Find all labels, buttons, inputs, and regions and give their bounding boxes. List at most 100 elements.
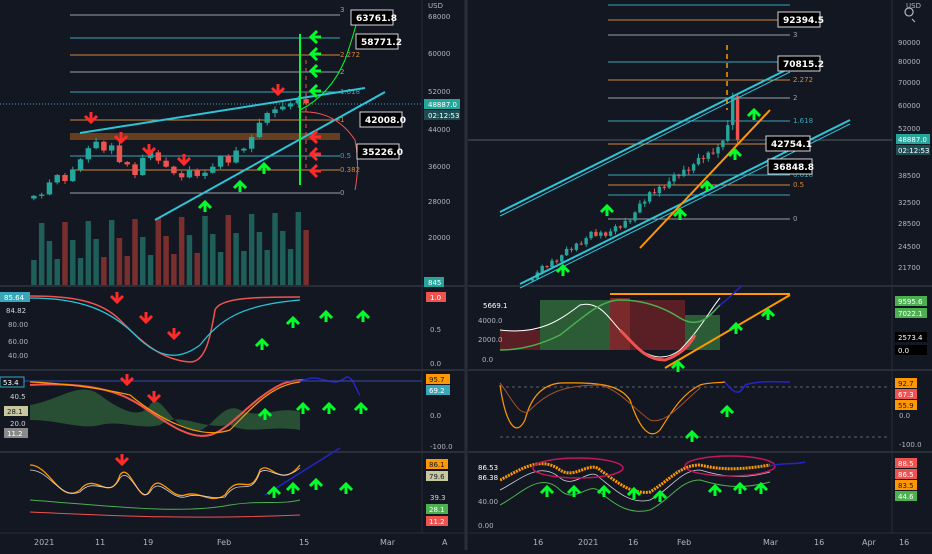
candle-body bbox=[647, 192, 652, 202]
right-osc2-label: 92.7 bbox=[898, 380, 914, 388]
arrow-up-icon bbox=[257, 407, 273, 420]
candle-body bbox=[178, 173, 185, 178]
candle-body bbox=[140, 157, 146, 176]
candle-body bbox=[608, 231, 613, 236]
right-osc1-badge bbox=[895, 308, 927, 318]
candle-body bbox=[46, 182, 53, 195]
right-osc2-tick: -100.0 bbox=[899, 441, 922, 449]
search-icon[interactable] bbox=[904, 7, 916, 23]
volume-bar bbox=[280, 231, 286, 285]
arrow-up-icon bbox=[285, 315, 301, 328]
right-osc1-line bbox=[719, 285, 743, 306]
right-price-tick: 21700 bbox=[898, 264, 920, 272]
left-osc2-tick: 0.0 bbox=[430, 412, 441, 420]
arrow-up-icon bbox=[760, 307, 776, 320]
candle-body bbox=[186, 169, 193, 178]
left-fib-label: 2.272 bbox=[340, 51, 360, 59]
right-osc1-area bbox=[610, 298, 630, 350]
right-osc1-line bbox=[499, 299, 721, 351]
arrow-up-icon bbox=[672, 207, 688, 220]
left-fib-label: 0 bbox=[340, 189, 344, 197]
left-oscillator-1: 85.64 84.82 1.0 80.00 60.00 40.00 0.5 0.… bbox=[0, 292, 446, 368]
arrow-up-icon bbox=[353, 401, 369, 414]
volume-bar bbox=[194, 253, 200, 285]
candle-body bbox=[540, 266, 544, 273]
candle-body bbox=[272, 109, 278, 114]
right-osc1-tick: 0.0 bbox=[482, 356, 493, 364]
right-time-label: Apr bbox=[862, 538, 877, 547]
candle-body bbox=[716, 147, 720, 154]
left-osc2-badge bbox=[4, 428, 28, 438]
candle-body bbox=[233, 150, 239, 163]
right-osc3-line bbox=[499, 469, 771, 502]
left-callout: 58771.2 bbox=[361, 38, 402, 48]
volume-bar bbox=[217, 252, 224, 285]
left-fib-zone bbox=[70, 133, 340, 140]
right-osc2-label: 55.9 bbox=[898, 402, 914, 410]
candle-body bbox=[667, 181, 671, 188]
volume-bar bbox=[46, 241, 53, 285]
left-osc3-label: 79.6 bbox=[429, 473, 445, 481]
right-osc3-line bbox=[499, 462, 771, 494]
right-time-axis[interactable]: 16 2021 16 Feb Mar 16 Apr 16 bbox=[533, 538, 909, 547]
arrow-down-icon bbox=[141, 144, 157, 157]
left-callout-box bbox=[350, 9, 394, 26]
volume-bar bbox=[147, 255, 154, 285]
candle-body bbox=[194, 169, 200, 176]
candle-body bbox=[85, 148, 92, 160]
candle-body bbox=[108, 145, 115, 151]
right-fib-label: 1.618 bbox=[793, 117, 813, 125]
right-signal-arrows bbox=[555, 107, 762, 276]
volume-bar bbox=[303, 230, 309, 285]
right-price-tick: 90000 bbox=[898, 39, 920, 47]
candle-body bbox=[687, 169, 691, 171]
right-osc3-line bbox=[499, 479, 771, 512]
right-osc3-line bbox=[769, 461, 806, 467]
arrow-up-icon bbox=[338, 481, 354, 494]
candle-body bbox=[682, 169, 686, 176]
volume-bar bbox=[186, 235, 193, 285]
right-osc1-badge bbox=[470, 300, 504, 310]
volume-bar bbox=[108, 220, 115, 285]
right-time-label: Mar bbox=[763, 538, 779, 547]
right-osc3-ellipse bbox=[684, 455, 776, 477]
left-callout-box bbox=[356, 143, 400, 160]
candle-body bbox=[657, 186, 662, 194]
left-osc1-label: 1.0 bbox=[430, 294, 441, 302]
volume-bar bbox=[62, 222, 68, 285]
left-panel-bg bbox=[0, 0, 466, 550]
right-osc3-badge bbox=[470, 462, 500, 472]
volume-bar bbox=[38, 223, 45, 285]
right-price-axis[interactable]: USD 90000 80000 70000 60000 52000 44000 … bbox=[896, 2, 930, 272]
left-osc1-tick: 80.00 bbox=[8, 321, 28, 329]
left-time-axis[interactable]: 2021 11 19 Feb 15 Mar A bbox=[34, 538, 448, 547]
candle-body bbox=[564, 248, 569, 256]
arrow-up-icon bbox=[566, 484, 582, 497]
right-osc3-tick: 0.00 bbox=[478, 522, 494, 530]
left-osc2-label: 53.4 bbox=[3, 379, 19, 387]
left-osc3-line bbox=[29, 511, 301, 518]
volume-bar bbox=[70, 240, 76, 285]
left-callout: 63761.8 bbox=[356, 14, 397, 24]
arrow-down-icon bbox=[119, 374, 135, 387]
volume-bar bbox=[287, 249, 294, 285]
volume-bar bbox=[264, 250, 270, 285]
arrow-left-icon bbox=[308, 163, 321, 179]
candle-body bbox=[70, 169, 76, 182]
right-osc1-line bbox=[618, 328, 697, 362]
right-osc2-badge bbox=[895, 389, 917, 399]
right-osc2-badge bbox=[895, 400, 917, 410]
right-callout-box bbox=[777, 55, 821, 72]
left-channel-lower bbox=[154, 91, 386, 221]
right-osc3-badge bbox=[895, 469, 917, 479]
left-time-label: 11 bbox=[95, 538, 105, 547]
right-oscillator-1: 5669.1 4000.0 2000.0 0.0 9595.6 7022.1 2… bbox=[470, 285, 927, 372]
left-price-axis[interactable]: USD 68000 60000 52000 44000 36000 28000 … bbox=[424, 2, 460, 287]
right-osc2-line bbox=[724, 380, 791, 393]
left-fib-label: 0.382 bbox=[340, 166, 360, 174]
left-osc2-label: 69.2 bbox=[429, 387, 445, 395]
right-time-label: 16 bbox=[628, 538, 638, 547]
arrow-up-icon bbox=[285, 481, 301, 494]
arrow-left-icon bbox=[308, 46, 321, 62]
